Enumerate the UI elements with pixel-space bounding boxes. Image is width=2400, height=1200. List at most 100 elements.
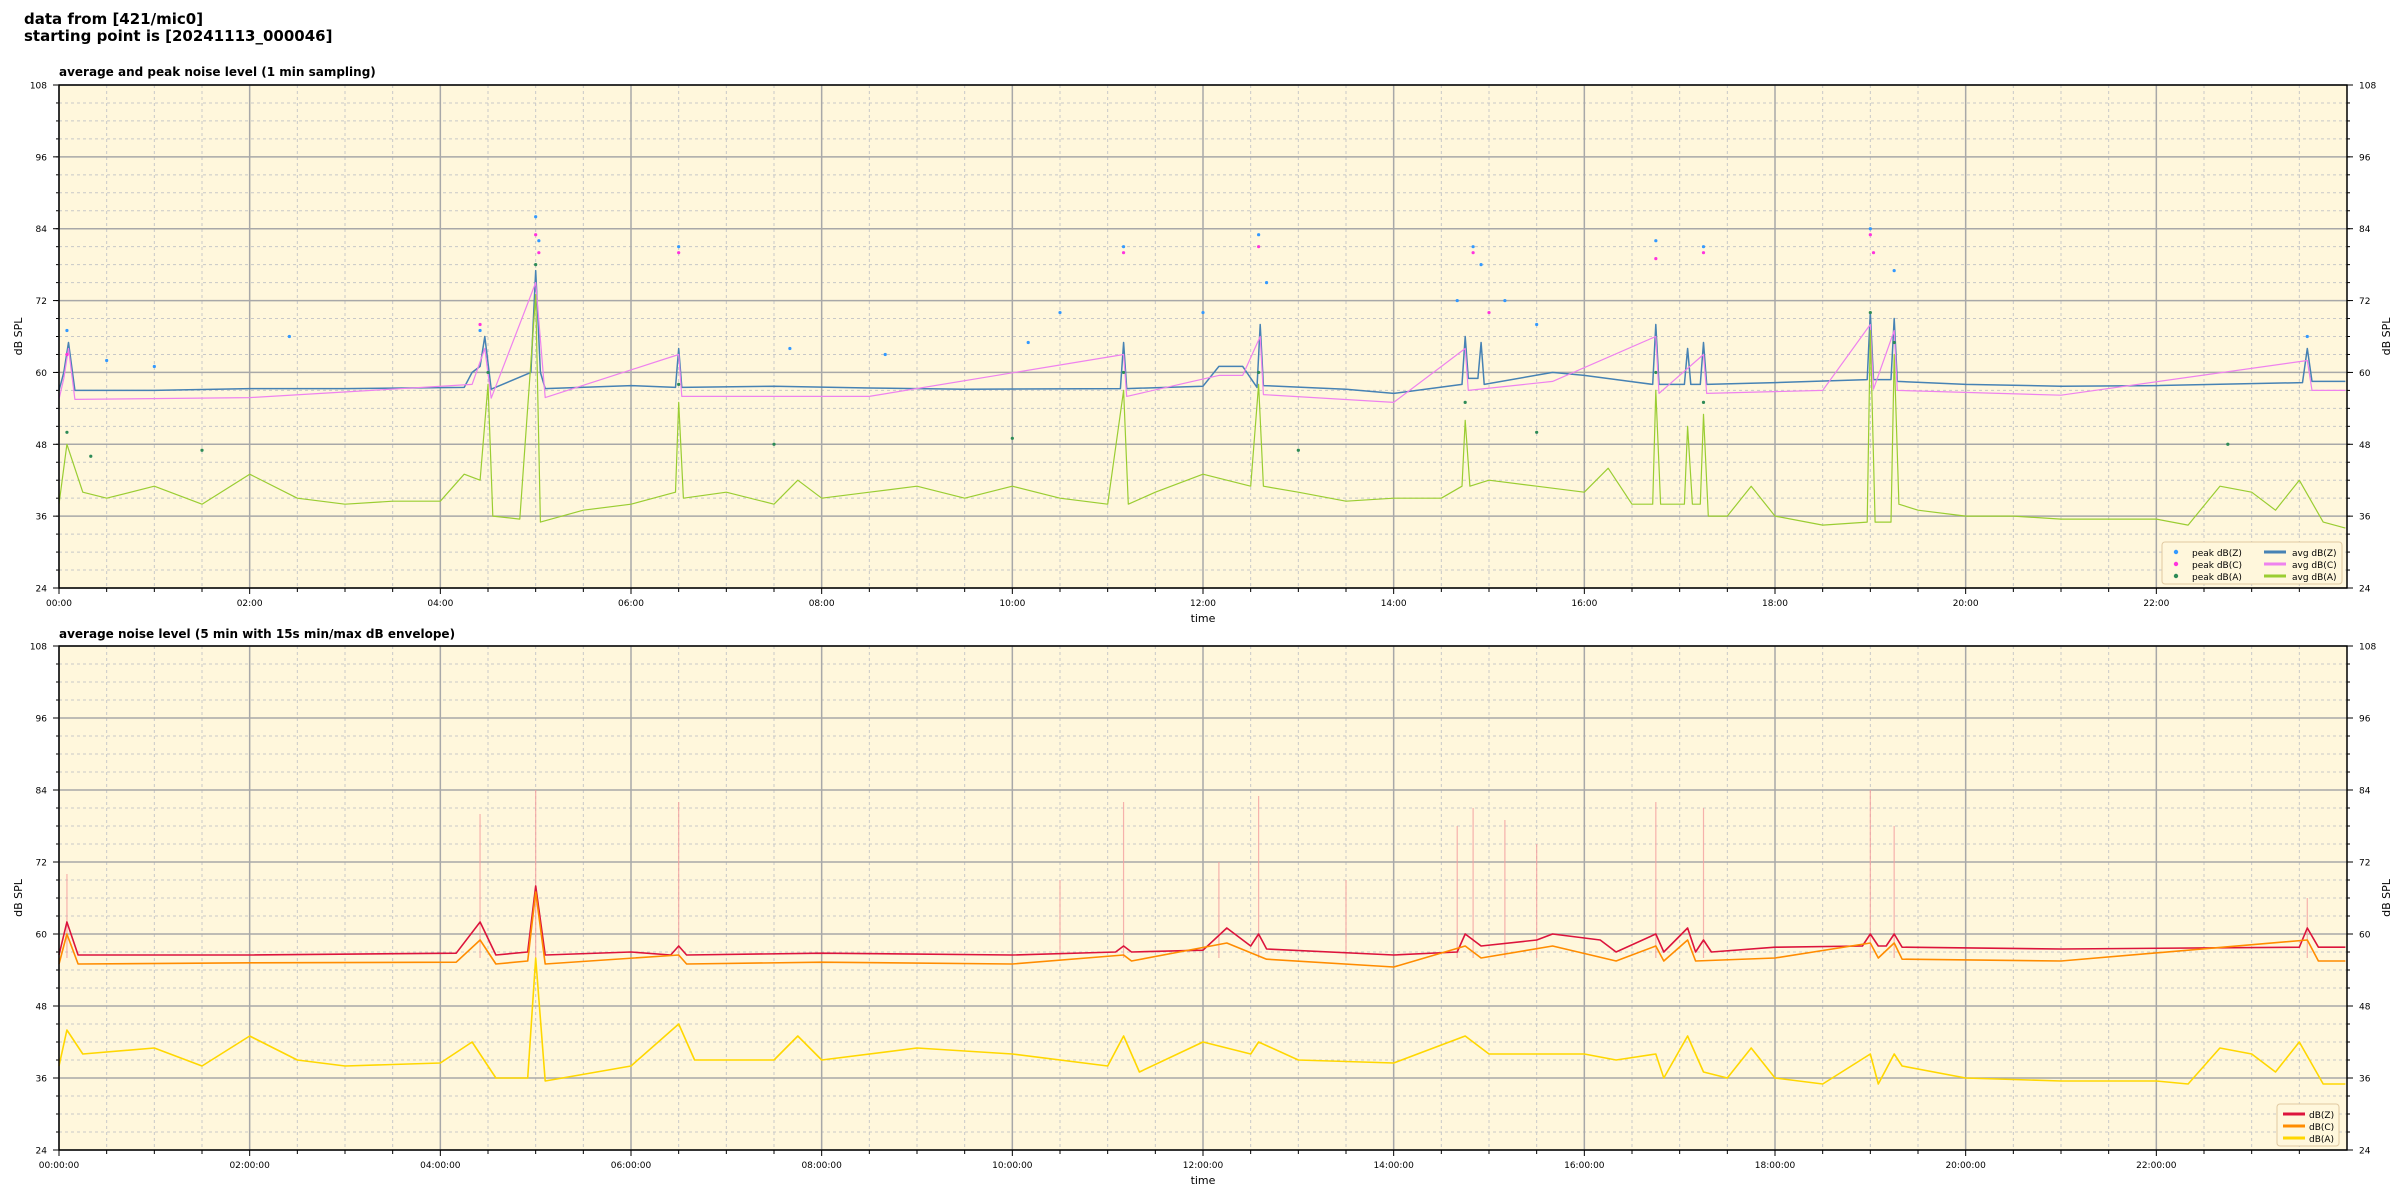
scatter-point-peak-db-z- — [287, 334, 291, 339]
y-tick-label-right: 60 — [2359, 931, 2371, 941]
legend-marker — [2173, 549, 2179, 555]
x-tick-label: 06:00:00 — [611, 1161, 652, 1171]
x-tick-label: 04:00:00 — [420, 1161, 461, 1171]
x-tick-label: 22:00:00 — [2136, 1161, 2177, 1171]
legend: dB(Z) dB(C) dB(A) — [2276, 1103, 2340, 1147]
y-axis-label-right: dB SPL — [2380, 317, 2393, 356]
y-tick-label: 72 — [36, 859, 47, 869]
legend-label: peak dB(Z) — [2192, 549, 2242, 559]
y-tick-label-right: 36 — [2359, 1075, 2371, 1085]
scatter-point-peak-db-z- — [1257, 233, 1261, 237]
scatter-point-peak-db-a- — [1257, 370, 1261, 375]
x-tick-label: 02:00:00 — [229, 1161, 270, 1171]
x-tick-label: 22:00 — [2143, 599, 2169, 609]
figure-title-start: starting point is [20241113_000046] — [24, 27, 333, 45]
scatter-point-peak-db-a- — [534, 263, 538, 267]
scatter-point-peak-db-a- — [89, 454, 93, 458]
scatter-point-peak-db-c- — [534, 233, 538, 237]
scatter-point-peak-db-c- — [1471, 251, 1475, 255]
figure-title-source: data from [421/mic0] — [24, 10, 204, 28]
scatter-point-peak-db-c- — [677, 251, 681, 255]
scatter-point-peak-db-z- — [883, 352, 887, 357]
scatter-point-peak-db-c- — [1121, 251, 1126, 255]
x-tick-label: 08:00 — [809, 599, 835, 609]
scatter-point-peak-db-z- — [478, 328, 482, 333]
scatter-point-peak-db-a- — [1892, 340, 1896, 345]
chart-title: average and peak noise level (1 min samp… — [59, 65, 376, 79]
scatter-point-peak-db-c- — [537, 251, 541, 255]
y-axis-label: dB SPL — [12, 317, 25, 356]
scatter-point-peak-db-z- — [1455, 298, 1459, 303]
legend-label: dB(A) — [2309, 1135, 2334, 1145]
x-tick-label: 20:00:00 — [1945, 1161, 1986, 1171]
scatter-point-peak-db-c- — [1868, 233, 1872, 237]
scatter-point-peak-db-z- — [105, 358, 109, 363]
x-tick-label: 20:00 — [1953, 599, 1979, 609]
scatter-point-peak-db-z- — [1058, 310, 1062, 315]
scatter-point-peak-db-z- — [1471, 245, 1475, 249]
y-tick-label: 36 — [36, 1075, 48, 1085]
scatter-point-peak-db-z- — [1892, 269, 1896, 273]
y-tick-label: 36 — [36, 513, 48, 523]
y-axis-label: dB SPL — [12, 878, 25, 917]
y-tick-label: 84 — [36, 787, 48, 797]
scatter-point-peak-db-z- — [1503, 298, 1507, 303]
y-tick-label: 96 — [36, 153, 48, 163]
scatter-point-peak-db-c- — [1701, 251, 1706, 255]
scatter-point-peak-db-c- — [1257, 245, 1261, 249]
y-tick-label-right: 96 — [2359, 715, 2371, 725]
y-tick-label-right: 48 — [2359, 1003, 2371, 1013]
y-tick-label: 108 — [30, 82, 47, 92]
scatter-point-peak-db-z- — [1701, 245, 1706, 249]
scatter-point-peak-db-a- — [1701, 400, 1706, 404]
y-tick-label-right: 72 — [2359, 859, 2370, 869]
scatter-point-peak-db-c- — [1654, 257, 1658, 261]
scatter-point-peak-db-z- — [677, 245, 681, 249]
x-tick-label: 02:00 — [237, 599, 263, 609]
y-tick-label-right: 84 — [2359, 787, 2371, 797]
y-tick-label-right: 48 — [2359, 441, 2371, 451]
y-tick-label-right: 36 — [2359, 513, 2371, 523]
y-tick-label: 96 — [36, 715, 48, 725]
legend-label: avg dB(A) — [2292, 573, 2336, 583]
legend-label: dB(C) — [2309, 1123, 2334, 1133]
scatter-point-peak-db-a- — [772, 442, 776, 446]
x-tick-label: 16:00 — [1571, 599, 1597, 609]
y-axis-label-right: dB SPL — [2380, 878, 2393, 917]
scatter-point-peak-db-a- — [1121, 370, 1126, 375]
y-tick-label: 60 — [36, 369, 48, 379]
x-tick-label: 00:00 — [46, 599, 72, 609]
series-line-avg-db-a- — [58, 294, 2346, 529]
scatter-point-peak-db-c- — [1487, 310, 1491, 315]
y-tick-label: 24 — [36, 585, 48, 595]
y-tick-label-right: 60 — [2359, 369, 2371, 379]
x-tick-label: 18:00 — [1762, 599, 1788, 609]
scatter-point-peak-db-a- — [1010, 436, 1014, 440]
legend-marker — [2173, 573, 2179, 579]
y-tick-label: 48 — [36, 441, 48, 451]
x-tick-label: 00:00:00 — [39, 1161, 80, 1171]
scatter-point-peak-db-z- — [1868, 227, 1872, 231]
x-tick-label: 14:00:00 — [1373, 1161, 1414, 1171]
x-axis-label: time — [1191, 612, 1216, 625]
plot-frame — [58, 645, 2348, 1151]
scatter-point-peak-db-a- — [1868, 310, 1872, 315]
series-line-db-c- — [58, 891, 2346, 968]
scatter-point-peak-db-z- — [2305, 334, 2309, 339]
scatter-point-peak-db-z- — [1201, 310, 1205, 315]
scatter-point-peak-db-c- — [1871, 251, 1876, 255]
y-tick-label-right: 84 — [2359, 225, 2371, 235]
y-tick-label-right: 72 — [2359, 297, 2370, 307]
y-tick-label: 48 — [36, 1003, 48, 1013]
x-tick-label: 06:00 — [618, 599, 644, 609]
scatter-point-peak-db-z- — [1654, 239, 1658, 243]
y-tick-label: 72 — [36, 297, 47, 307]
scatter-point-peak-db-z- — [1264, 281, 1269, 285]
scatter-point-peak-db-a- — [1654, 370, 1658, 375]
scatter-point-peak-db-a- — [1463, 400, 1467, 404]
scatter-point-peak-db-z- — [1535, 322, 1539, 327]
figure-title: data from [421/mic0] starting point is [… — [24, 11, 332, 45]
scatter-point-peak-db-a- — [1296, 448, 1300, 452]
legend-label: peak dB(C) — [2192, 561, 2242, 571]
